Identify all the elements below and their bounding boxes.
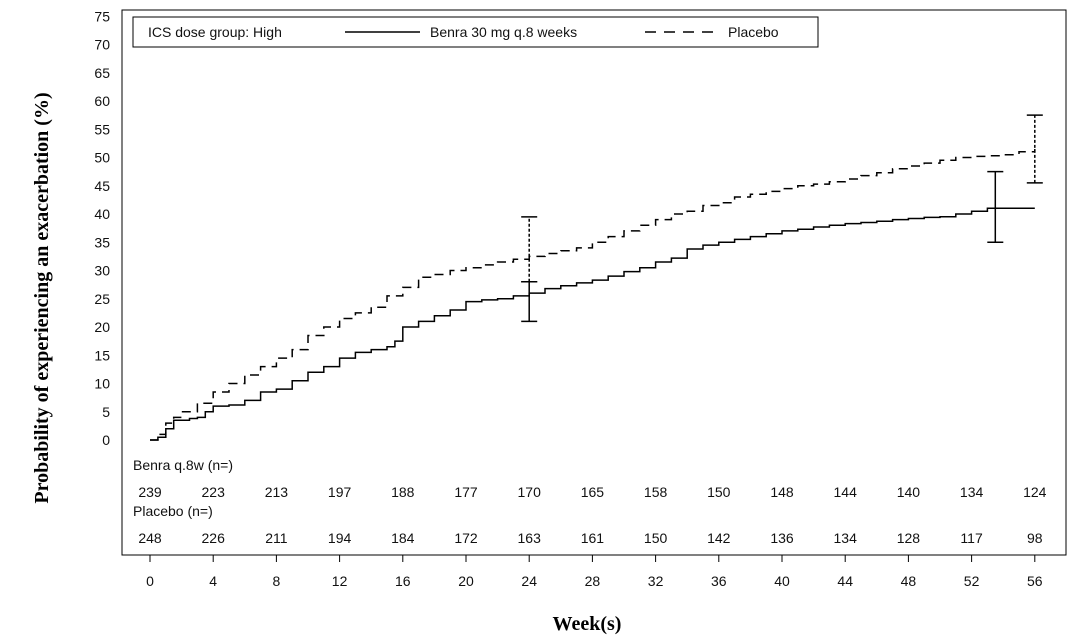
- risk-count: 134: [834, 530, 858, 546]
- error-bar-placebo: [1026, 114, 1043, 184]
- error-bar-benra: [987, 170, 1004, 243]
- risk-count: 226: [202, 530, 226, 546]
- y-tick-label: 55: [94, 121, 110, 137]
- y-tick-label: 35: [94, 234, 110, 250]
- y-tick-label: 25: [94, 291, 110, 307]
- series-layer: [150, 149, 1036, 441]
- risk-count: 239: [138, 484, 162, 500]
- y-tick-label: 70: [94, 37, 110, 53]
- x-tick-label: 0: [146, 573, 154, 589]
- risk-count: 98: [1027, 530, 1043, 546]
- error-bar-benra: [521, 281, 538, 323]
- risk-count: 184: [391, 530, 415, 546]
- risk-count: 213: [265, 484, 289, 500]
- risk-row-label-benra: Benra q.8w (n=): [133, 457, 233, 473]
- risk-count: 140: [897, 484, 921, 500]
- risk-count: 172: [454, 530, 478, 546]
- risk-count: 194: [328, 530, 352, 546]
- risk-count: 211: [265, 530, 288, 546]
- errorbar-layer: [521, 114, 1043, 323]
- risk-table: Benra q.8w (n=) 239 223 213 197 188 177 170 165…: [133, 457, 1047, 546]
- risk-count: 124: [1023, 484, 1047, 500]
- risk-count: 197: [328, 484, 352, 500]
- risk-count: 117: [960, 530, 983, 546]
- legend-label-benra: Benra 30 mg q.8 weeks: [430, 24, 577, 40]
- y-tick-label: 40: [94, 206, 110, 222]
- risk-count: 165: [581, 484, 605, 500]
- x-tick-label: 56: [1027, 573, 1043, 589]
- y-tick-label: 10: [94, 376, 110, 392]
- x-tick-label: 8: [273, 573, 281, 589]
- y-tick-label: 30: [94, 263, 110, 279]
- risk-count: 128: [897, 530, 921, 546]
- risk-count: 136: [770, 530, 794, 546]
- risk-count: 150: [707, 484, 731, 500]
- y-tick-label: 75: [94, 8, 110, 24]
- x-axis: 0 4 8 12 16 20 24 28 32 36 40 44 48 52 56: [146, 555, 1043, 589]
- x-tick-label: 36: [711, 573, 727, 589]
- risk-count: 142: [707, 530, 731, 546]
- x-tick-label: 12: [332, 573, 348, 589]
- y-tick-label: 50: [94, 150, 110, 166]
- x-tick-label: 16: [395, 573, 411, 589]
- series-line-placebo: [150, 149, 1036, 441]
- y-tick-label: 60: [94, 93, 110, 109]
- y-tick-label: 45: [94, 178, 110, 194]
- legend: ICS dose group: High Benra 30 mg q.8 wee…: [132, 16, 819, 48]
- y-tick-label: 20: [94, 319, 110, 335]
- x-tick-label: 24: [521, 573, 537, 589]
- x-tick-label: 28: [585, 573, 601, 589]
- x-tick-label: 44: [837, 573, 853, 589]
- x-tick-label: 32: [648, 573, 664, 589]
- risk-count: 150: [644, 530, 668, 546]
- risk-count: 223: [202, 484, 226, 500]
- risk-row-placebo: 248 226 211 194 184 172 163 161 150 142 136 134 128 1…: [138, 530, 1042, 546]
- x-tick-label: 40: [774, 573, 790, 589]
- risk-count: 177: [454, 484, 478, 500]
- x-tick-label: 52: [964, 573, 980, 589]
- legend-title: ICS dose group: High: [148, 24, 282, 40]
- error-bar-placebo: [521, 216, 538, 283]
- risk-count: 144: [834, 484, 858, 500]
- y-tick-label: 0: [102, 432, 110, 448]
- y-axis-title: Probability of experiencing an exacerbat…: [31, 92, 53, 503]
- risk-count: 170: [518, 484, 542, 500]
- risk-row-benra: 239 223 213 197 188 177 170 165 158 150 148 144 140 1…: [138, 484, 1046, 500]
- risk-count: 158: [644, 484, 668, 500]
- risk-count: 148: [770, 484, 794, 500]
- x-tick-label: 20: [458, 573, 474, 589]
- y-tick-label: 15: [94, 347, 110, 363]
- x-tick-label: 48: [901, 573, 917, 589]
- risk-count: 134: [960, 484, 984, 500]
- y-tick-label: 5: [102, 404, 110, 420]
- x-axis-title: Week(s): [553, 613, 622, 635]
- y-tick-label: 65: [94, 65, 110, 81]
- y-axis: 0 5 10 15 20 25 30 35 40 45 50 55 60 65 70 75: [94, 8, 110, 448]
- plot-frame: [121, 9, 1067, 556]
- risk-count: 188: [391, 484, 415, 500]
- series-line-benra: [150, 207, 1035, 441]
- risk-row-label-placebo: Placebo (n=): [133, 503, 213, 519]
- x-tick-label: 4: [209, 573, 217, 589]
- risk-count: 248: [138, 530, 162, 546]
- risk-count: 163: [518, 530, 542, 546]
- legend-label-placebo: Placebo: [728, 24, 779, 40]
- risk-count: 161: [581, 530, 605, 546]
